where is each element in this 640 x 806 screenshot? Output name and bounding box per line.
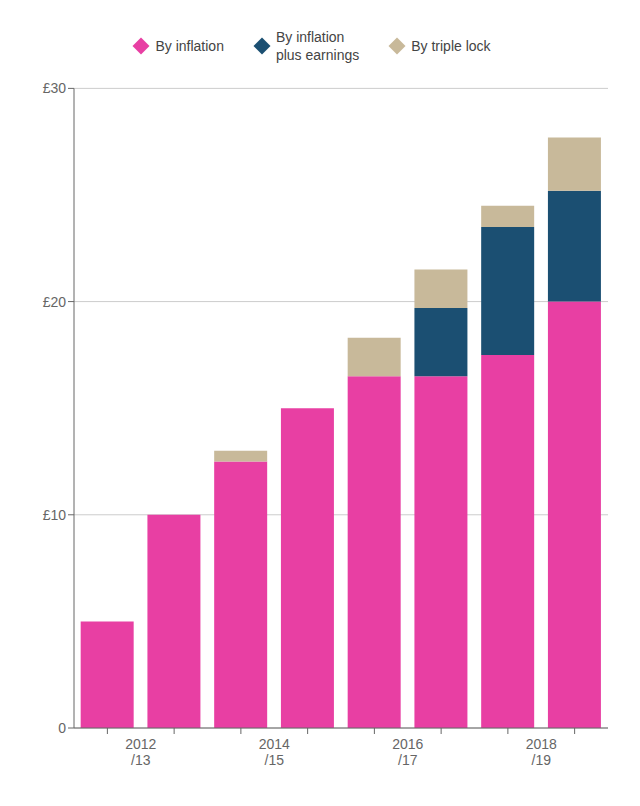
html-text:By inflation: By inflation xyxy=(155,38,224,55)
svg-text:2012/13: 2012/13 xyxy=(125,736,156,769)
svg-text:2016/17: 2016/17 xyxy=(392,736,423,769)
svg-text:£10: £10 xyxy=(43,507,67,523)
html-text:By triple lock: By triple lock xyxy=(411,38,491,55)
svg-text:2018/19: 2018/19 xyxy=(526,736,557,769)
html-text:By inflation plus earnings: By inflation plus earnings xyxy=(275,29,360,64)
svg-text:£20: £20 xyxy=(43,294,67,310)
svg-text:2014/15: 2014/15 xyxy=(259,736,290,769)
svg-text:£30: £30 xyxy=(43,80,67,96)
svg-text:0: 0 xyxy=(58,720,66,736)
